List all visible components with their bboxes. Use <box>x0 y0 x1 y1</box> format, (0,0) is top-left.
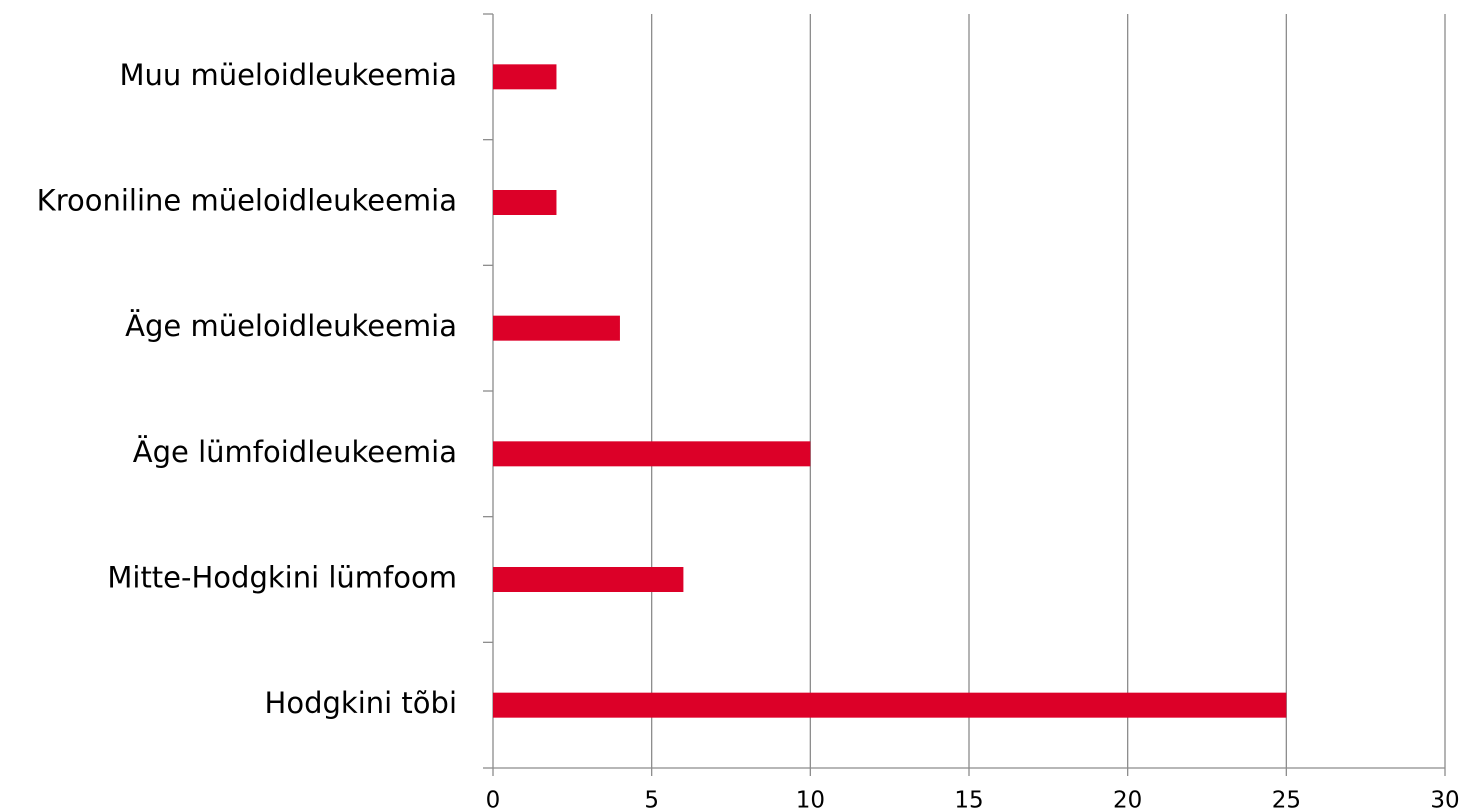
x-tick-label: 20 <box>1113 788 1142 812</box>
x-tick-label: 15 <box>954 788 983 812</box>
x-tick-label: 5 <box>644 788 659 812</box>
x-tick-label: 30 <box>1430 788 1459 812</box>
x-tick-label: 10 <box>796 788 825 812</box>
bar <box>493 190 557 215</box>
bar <box>493 64 557 90</box>
y-tick-label: Hodgkini tõbi <box>265 686 457 720</box>
x-tick-label: 25 <box>1272 788 1301 812</box>
y-tick-label: Äge müeloidleukeemia <box>125 309 457 343</box>
y-tick-label: Krooniline müeloidleukeemia <box>37 184 457 218</box>
y-tick-label: Mitte-Hodgkini lümfoom <box>107 561 457 595</box>
bar <box>493 315 620 341</box>
bar <box>493 692 1287 718</box>
bar <box>493 441 811 467</box>
y-tick-label: Äge lümfoidleukeemia <box>133 435 457 469</box>
bar <box>493 567 684 592</box>
x-tick-label: 0 <box>486 788 501 812</box>
y-tick-label: Muu müeloidleukeemia <box>119 58 457 92</box>
